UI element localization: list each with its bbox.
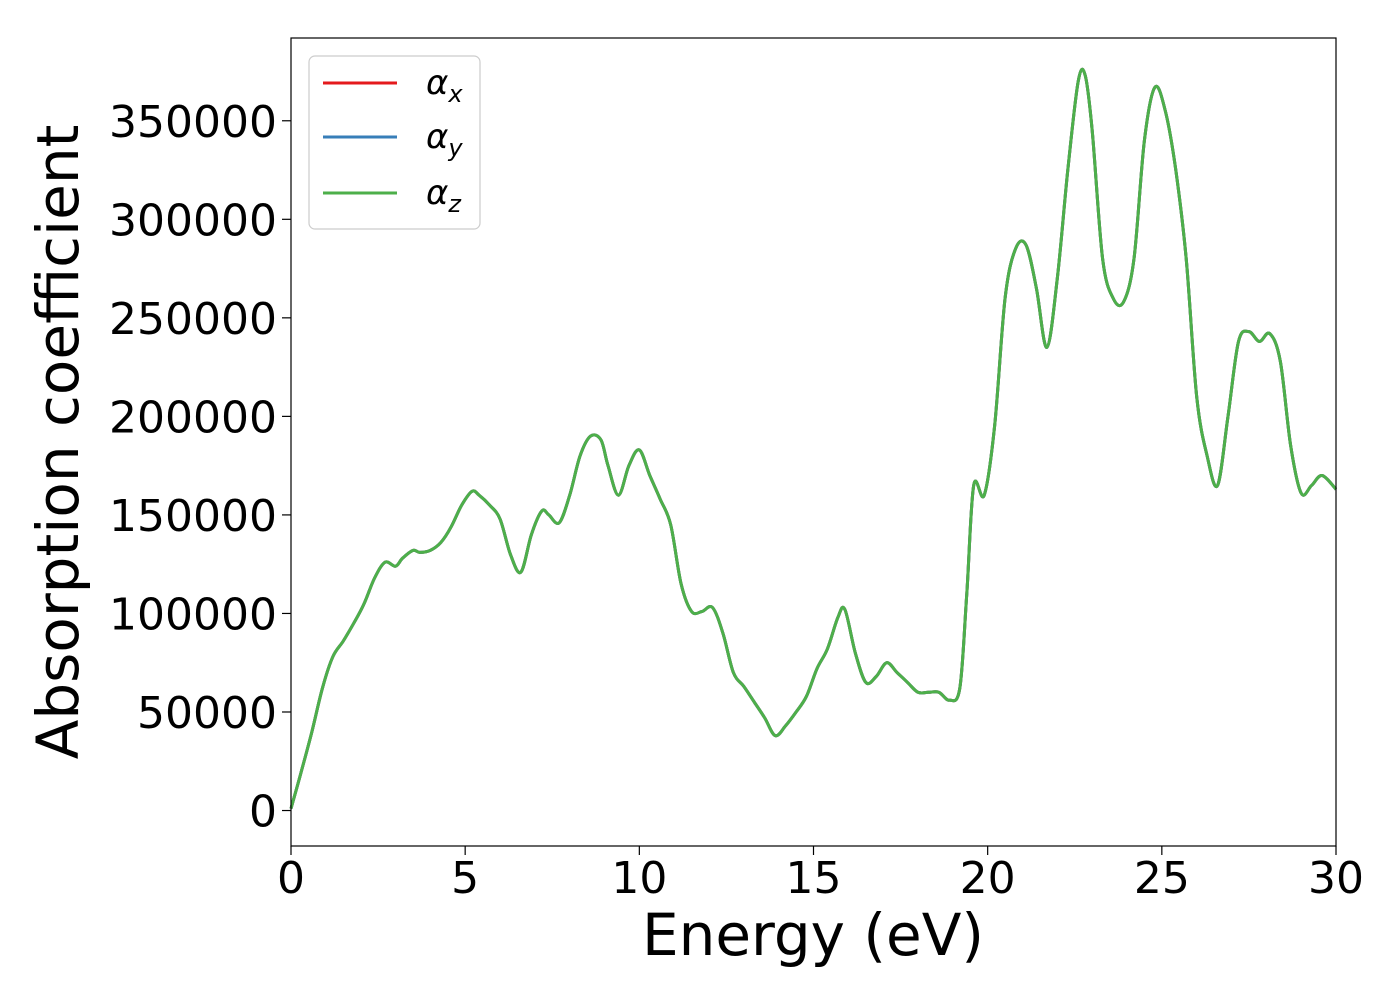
x-tick-label: 25 <box>1134 853 1190 904</box>
y-tick-label: 0 <box>249 787 277 838</box>
legend-label-z: αz <box>426 173 462 218</box>
y-axis-ticks: 0 50000 100000 150000 200000 250000 300000 3500… <box>109 97 291 838</box>
legend-box <box>308 55 481 230</box>
y-tick-label: 150000 <box>109 491 277 542</box>
x-tick-label: 0 <box>277 853 305 904</box>
y-tick-label: 350000 <box>109 97 277 148</box>
legend: αx αy αz <box>308 55 481 230</box>
x-axis-title: Energy (eV) <box>642 901 984 969</box>
y-tick-label: 250000 <box>109 294 277 345</box>
x-tick-label: 30 <box>1308 853 1364 904</box>
x-tick-label: 10 <box>611 853 667 904</box>
y-tick-label: 50000 <box>137 688 277 739</box>
series-line-z <box>289 67 1338 809</box>
y-tick-label: 300000 <box>109 195 277 246</box>
y-axis-title: Absorption coefficient <box>24 125 92 760</box>
y-tick-label: 100000 <box>109 589 277 640</box>
x-tick-label: 15 <box>786 853 842 904</box>
y-tick-label: 200000 <box>109 392 277 443</box>
legend-label-y: αy <box>426 117 463 162</box>
x-axis-ticks: 0 5 10 15 20 25 30 <box>277 846 1364 904</box>
legend-label-x: αx <box>426 63 463 108</box>
x-tick-label: 20 <box>960 853 1016 904</box>
series-layer <box>289 67 1338 809</box>
x-tick-label: 5 <box>451 853 479 904</box>
